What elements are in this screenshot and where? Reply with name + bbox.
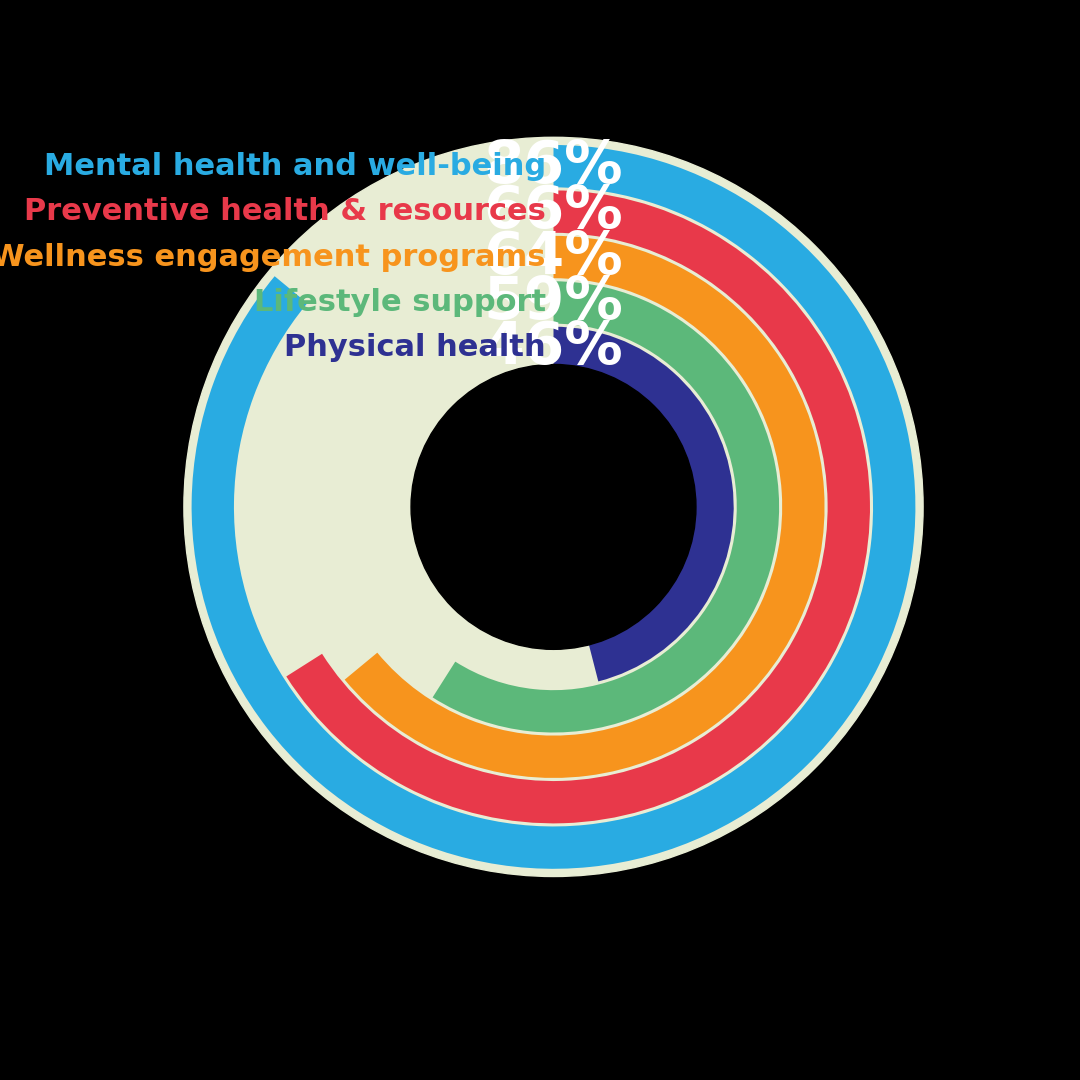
Text: 66%: 66% bbox=[484, 184, 623, 240]
Text: 86%: 86% bbox=[484, 137, 623, 194]
Text: Preventive health & resources: Preventive health & resources bbox=[24, 198, 545, 226]
Wedge shape bbox=[433, 281, 779, 732]
Circle shape bbox=[184, 137, 923, 877]
Wedge shape bbox=[554, 327, 733, 681]
Text: Wellness engagement programs: Wellness engagement programs bbox=[0, 243, 545, 271]
Text: Physical health: Physical health bbox=[284, 334, 545, 363]
Wedge shape bbox=[191, 145, 916, 868]
Text: Lifestyle support: Lifestyle support bbox=[254, 288, 545, 316]
Wedge shape bbox=[286, 190, 870, 823]
Text: 59%: 59% bbox=[484, 274, 623, 330]
Wedge shape bbox=[345, 235, 824, 778]
Text: 64%: 64% bbox=[484, 229, 623, 285]
Text: Mental health and well-being: Mental health and well-being bbox=[43, 151, 545, 180]
Circle shape bbox=[411, 364, 696, 649]
Text: 46%: 46% bbox=[484, 320, 623, 377]
Circle shape bbox=[417, 370, 690, 644]
